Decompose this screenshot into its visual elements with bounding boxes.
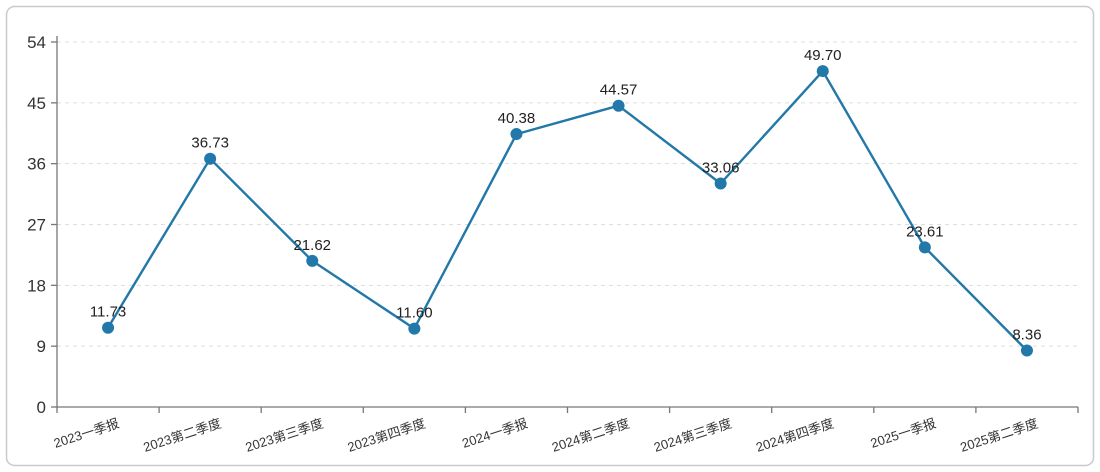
data-label: 36.73: [191, 135, 229, 152]
data-label: 11.73: [90, 304, 126, 321]
data-label: 44.57: [600, 82, 638, 99]
data-point: [918, 241, 931, 254]
y-tick-label: 0: [37, 398, 46, 417]
y-tick-label: 27: [27, 216, 46, 235]
y-tick-label: 45: [27, 94, 46, 113]
data-label: 40.38: [498, 110, 536, 127]
data-label: 33.06: [702, 160, 740, 177]
data-point: [408, 322, 421, 335]
data-point: [204, 152, 217, 165]
series-line: [106, 69, 1029, 352]
data-point: [612, 99, 625, 112]
data-point: [1020, 344, 1033, 357]
data-point: [714, 177, 727, 190]
data-point: [510, 128, 523, 141]
data-label: 11.60: [396, 305, 432, 322]
data-label: 8.36: [1012, 326, 1041, 343]
data-point: [816, 65, 829, 78]
data-label: 21.62: [293, 237, 331, 254]
data-point: [102, 321, 115, 334]
y-tick-label: 36: [27, 155, 46, 174]
data-label: 23.61: [906, 223, 944, 240]
y-tick-label: 9: [37, 337, 46, 356]
data-label: 49.70: [804, 47, 842, 64]
data-point: [306, 254, 319, 267]
y-tick-label: 18: [27, 276, 46, 295]
chart-border: [5, 5, 1095, 467]
y-tick-label: 54: [27, 33, 46, 52]
